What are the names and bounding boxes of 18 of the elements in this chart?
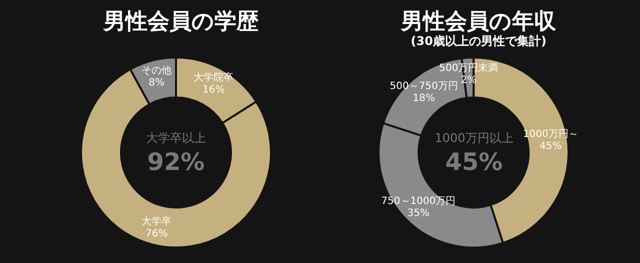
slice-label: 大学卒 [142,216,172,228]
data-label: 76% [145,228,168,240]
chart-title: 男性会員の年収 [400,10,558,34]
slice-label: 500～750万円 [390,80,458,92]
text: 1000万円以上 [434,131,514,145]
chart-title: 男性会員の学歴 [102,10,258,34]
slice-label: 750～1000万円 [381,196,456,208]
chart-subtitle: (30歳以上の男性で集計) [410,34,546,48]
slice-label: その他 [142,64,172,76]
data-label: 18% [412,92,435,104]
text: 45% [445,148,503,176]
text: 92% [147,148,205,176]
text: 大学卒以上 [146,131,206,145]
slice-label: 大学院卒 [194,72,234,84]
data-label: 45% [540,140,562,152]
data-label: 16% [202,84,225,96]
data-label: 8% [148,77,165,88]
data-label: 35% [407,208,430,220]
